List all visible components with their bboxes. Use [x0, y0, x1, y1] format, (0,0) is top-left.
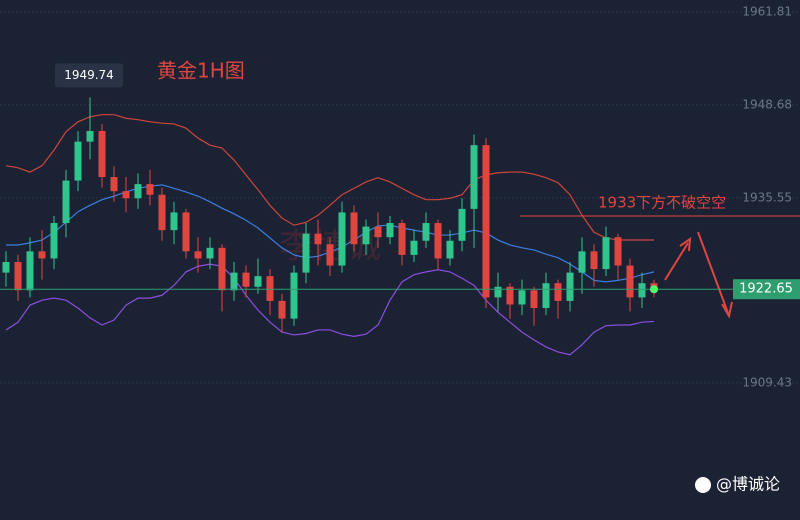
candle-body	[26, 251, 34, 291]
last-price-box	[733, 279, 800, 300]
candle-body	[326, 244, 334, 266]
arrows	[664, 231, 733, 319]
candle-body	[590, 251, 598, 270]
candle-body	[230, 272, 238, 291]
candle-body	[254, 276, 262, 287]
y-tick-label: 1948.68	[742, 97, 792, 111]
candle-body	[218, 247, 226, 291]
chart-title: 黄金1H图	[157, 59, 245, 83]
candle-body	[422, 223, 430, 241]
candle-body	[506, 286, 514, 305]
candle-body	[614, 237, 622, 266]
candle-body	[134, 184, 142, 199]
candle-body	[530, 290, 538, 309]
candle-body	[494, 286, 502, 298]
candle-body	[458, 208, 466, 241]
candle-body	[146, 184, 154, 195]
candle-body	[170, 212, 178, 231]
y-tick-label: 1935.55	[742, 190, 792, 204]
candle-body	[482, 145, 490, 298]
candle-body	[542, 283, 550, 309]
arrow-down	[697, 231, 729, 314]
candle-body	[518, 290, 526, 305]
candle-body	[362, 226, 370, 245]
candle-body	[470, 145, 478, 209]
arrow-head	[679, 236, 692, 252]
candle-body	[14, 261, 22, 291]
candle-body	[38, 251, 46, 259]
candle-body	[290, 272, 298, 319]
candle-body	[50, 223, 58, 259]
logo-text: @博诚论	[716, 475, 780, 494]
candle-body	[98, 130, 106, 178]
candle-body	[554, 283, 562, 301]
candle-body	[242, 272, 250, 287]
candle-body	[626, 265, 634, 298]
candle-body	[338, 212, 346, 266]
candle-body	[278, 300, 286, 319]
candle-body	[122, 191, 130, 199]
high-label: 1949.74	[64, 68, 114, 82]
high-label-box	[55, 63, 123, 88]
candle-body	[62, 180, 70, 224]
candle-body	[182, 212, 190, 252]
candle-body	[74, 141, 82, 181]
arrow-head	[721, 301, 733, 319]
candle-body	[266, 276, 274, 301]
candle-body	[446, 240, 454, 259]
candle-body	[638, 283, 646, 298]
candle-body	[110, 177, 118, 192]
last-price-dot	[650, 285, 658, 294]
y-tick-label: 1961.81	[742, 4, 792, 18]
candle-body	[194, 251, 202, 259]
candle-body	[578, 251, 586, 273]
candle-body	[206, 247, 214, 259]
candle-body	[386, 223, 394, 238]
candle-body	[314, 233, 322, 245]
candle-body	[602, 237, 610, 270]
candle-body	[86, 130, 94, 142]
candle-body	[302, 233, 310, 273]
candle-body	[2, 261, 10, 273]
logo-icon	[695, 477, 711, 493]
candle-body	[374, 226, 382, 238]
annotation: 1933下方不破空空	[598, 193, 726, 211]
band-line	[5, 263, 655, 356]
candle-body	[398, 223, 406, 255]
y-tick-label: 1909.43	[742, 375, 792, 389]
band-line	[5, 114, 654, 241]
candle-body	[410, 240, 418, 255]
candle-body	[434, 223, 442, 259]
arrow-up	[664, 242, 689, 281]
candle-body	[566, 272, 574, 301]
candle-body	[158, 194, 166, 231]
last-price-label: 1922.65	[739, 282, 793, 297]
candle-body	[350, 212, 358, 245]
logo: @博诚论	[695, 475, 780, 494]
